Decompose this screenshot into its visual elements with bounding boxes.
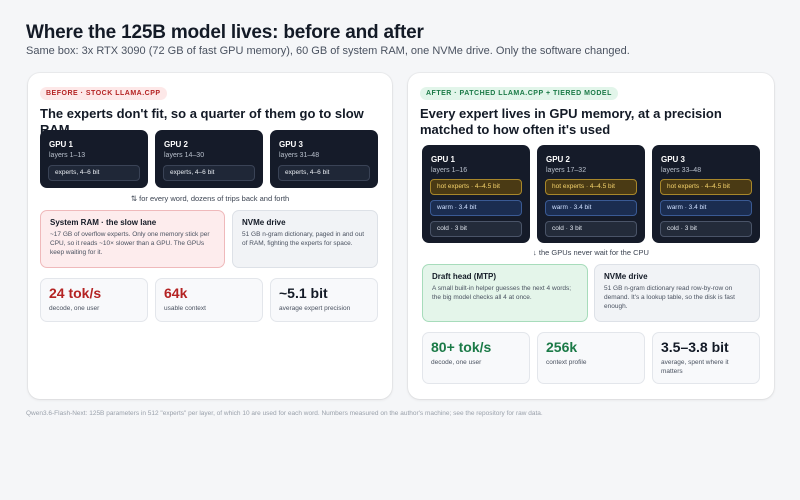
gpu-layers: layers 1–16 bbox=[431, 167, 468, 174]
warm-experts-chip: warm · 3.4 bit bbox=[545, 200, 637, 216]
gpu-name: GPU 1 bbox=[49, 140, 74, 149]
nvme-title: NVMe drive bbox=[604, 272, 648, 281]
system-ram-box: System RAM · the slow lane ~17 GB of ove… bbox=[40, 210, 225, 268]
cold-experts-chip: cold · 3 bit bbox=[660, 221, 752, 237]
stat-value: 64k bbox=[164, 285, 188, 301]
gpu-layers: layers 14–30 bbox=[164, 152, 205, 159]
draft-head-title: Draft head (MTP) bbox=[432, 272, 496, 281]
after-gpu-1: GPU 1 layers 1–16 hot experts · 4–4.5 bi… bbox=[422, 145, 530, 243]
gpu-layers: layers 1–13 bbox=[49, 152, 86, 159]
stat-value: 256k bbox=[546, 339, 578, 355]
hot-experts-chip: hot experts · 4–4.5 bit bbox=[430, 179, 522, 195]
stat-label: average, spent where it matters bbox=[661, 359, 729, 375]
stat-value: 3.5–3.8 bit bbox=[661, 339, 729, 355]
after-stat-precision: 3.5–3.8 bit average, spent where it matt… bbox=[652, 332, 760, 384]
gpu-layers: layers 33–48 bbox=[661, 167, 702, 174]
page-title: Where the 125B model lives: before and a… bbox=[26, 22, 424, 43]
draft-head-desc: A small built-in helper guesses the next… bbox=[432, 285, 572, 301]
hot-experts-chip: hot experts · 4–4.5 bit bbox=[660, 179, 752, 195]
before-gpu-3: GPU 3 layers 31–48 experts, 4–6 bit bbox=[270, 130, 378, 188]
after-stat-context: 256k context profile bbox=[537, 332, 645, 384]
after-gpu-3: GPU 3 layers 33–48 hot experts · 4–4.5 b… bbox=[652, 145, 760, 243]
after-stat-decode: 80+ tok/s decode, one user bbox=[422, 332, 530, 384]
gpu-layers: layers 31–48 bbox=[279, 152, 320, 159]
nvme-desc: 51 GB n-gram dictionary read row-by-row … bbox=[604, 285, 735, 310]
after-heading: Every expert lives in GPU memory, at a p… bbox=[420, 106, 722, 137]
stat-label: usable context bbox=[164, 305, 206, 312]
after-badge: AFTER · PATCHED LLAMA.CPP + TIERED MODEL bbox=[420, 87, 618, 100]
cold-experts-chip: cold · 3 bit bbox=[430, 221, 522, 237]
gpu-layers: layers 17–32 bbox=[546, 167, 587, 174]
warm-experts-chip: warm · 3.4 bit bbox=[430, 200, 522, 216]
stat-label: average expert precision bbox=[279, 305, 351, 312]
gpu-name: GPU 2 bbox=[546, 155, 571, 164]
cold-experts-chip: cold · 3 bit bbox=[545, 221, 637, 237]
hot-experts-chip: hot experts · 4–4.5 bit bbox=[545, 179, 637, 195]
gpu-name: GPU 3 bbox=[279, 140, 304, 149]
gpu-name: GPU 1 bbox=[431, 155, 456, 164]
stat-label: decode, one user bbox=[431, 359, 482, 366]
after-panel: AFTER · PATCHED LLAMA.CPP + TIERED MODEL… bbox=[408, 73, 774, 399]
after-gpu-2: GPU 2 layers 17–32 hot experts · 4–4.5 b… bbox=[537, 145, 645, 243]
footnote: Qwen3.6-Flash-Next: 125B parameters in 5… bbox=[26, 410, 543, 417]
nvme-title: NVMe drive bbox=[242, 218, 286, 227]
before-stat-decode: 24 tok/s decode, one user bbox=[40, 278, 148, 322]
before-nvme-box: NVMe drive 51 GB n-gram dictionary, page… bbox=[232, 210, 378, 268]
gpu-name: GPU 3 bbox=[661, 155, 686, 164]
warm-experts-chip: warm · 3.4 bit bbox=[660, 200, 752, 216]
stat-label: context profile bbox=[546, 359, 587, 366]
before-gpu-2: GPU 2 layers 14–30 experts, 4–6 bit bbox=[155, 130, 263, 188]
draft-head-box: Draft head (MTP) A small built-in helper… bbox=[422, 264, 588, 322]
gpu-name: GPU 2 bbox=[164, 140, 189, 149]
stat-value: 24 tok/s bbox=[49, 285, 102, 301]
system-ram-title: System RAM · the slow lane bbox=[50, 218, 157, 227]
nvme-desc: 51 GB n-gram dictionary, paged in and ou… bbox=[242, 231, 365, 247]
before-gpu-1: GPU 1 layers 1–13 experts, 4–6 bit bbox=[40, 130, 148, 188]
stat-label: decode, one user bbox=[49, 305, 100, 312]
before-badge: BEFORE · STOCK LLAMA.CPP bbox=[40, 87, 167, 100]
system-ram-desc: ~17 GB of overflow experts. Only one mem… bbox=[50, 231, 210, 256]
stat-value: 80+ tok/s bbox=[431, 339, 492, 355]
before-stat-context: 64k usable context bbox=[155, 278, 263, 322]
before-panel: BEFORE · STOCK LLAMA.CPP The experts don… bbox=[28, 73, 392, 399]
before-arrow-note: ⇅ for every word, dozens of trips back a… bbox=[130, 194, 290, 203]
after-nvme-box: NVMe drive 51 GB n-gram dictionary read … bbox=[594, 264, 760, 322]
gpu-experts-chip: experts, 4–6 bit bbox=[163, 165, 255, 181]
gpu-experts-chip: experts, 4–6 bit bbox=[278, 165, 370, 181]
page-subtitle: Same box: 3x RTX 3090 (72 GB of fast GPU… bbox=[26, 45, 630, 57]
stat-value: ~5.1 bit bbox=[279, 285, 328, 301]
before-stat-precision: ~5.1 bit average expert precision bbox=[270, 278, 378, 322]
after-arrow-note: ↓ the GPUs never wait for the CPU bbox=[533, 248, 649, 257]
gpu-experts-chip: experts, 4–6 bit bbox=[48, 165, 140, 181]
